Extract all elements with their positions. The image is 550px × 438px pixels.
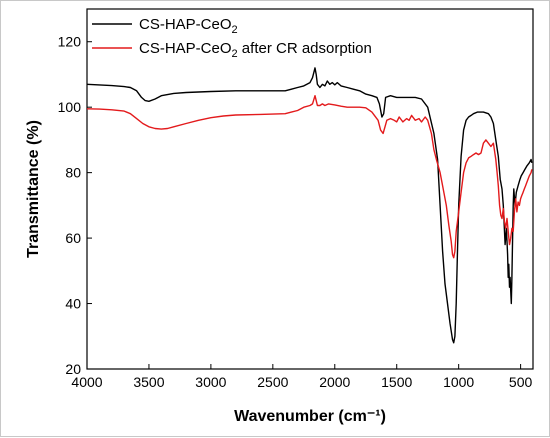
x-axis-title: Wavenumber (cm⁻¹)	[234, 408, 386, 425]
y-tick-label: 40	[65, 296, 81, 312]
y-axis-title: Transmittance (%)	[25, 120, 42, 258]
legend-label-subscript: 2	[232, 24, 238, 36]
legend-label-base: CS-HAP-CeO	[139, 40, 232, 57]
legend-label-subscript: 2	[232, 48, 238, 60]
x-tick-label: 2500	[257, 374, 288, 390]
y-axis-ticks: 20 40 60 80 100 120	[58, 34, 92, 377]
x-tick-label: 4000	[71, 374, 102, 390]
axes-box	[86, 8, 534, 370]
y-tick-label: 60	[65, 230, 81, 246]
plot-area	[86, 8, 534, 370]
legend-label-base: CS-HAP-CeO	[139, 16, 232, 33]
series-layer	[86, 67, 533, 344]
x-tick-label: 2000	[319, 374, 350, 390]
x-tick-label: 1500	[381, 374, 412, 390]
x-tick-label: 1000	[443, 374, 474, 390]
x-tick-label: 3000	[195, 374, 226, 390]
y-tick-label: 20	[65, 361, 81, 377]
x-axis-ticks: 4000 3500 3000 2500 2000 1500 1000 500	[71, 364, 533, 390]
series-line-1	[86, 67, 533, 344]
legend-label-2: CS-HAP-CeO2 after CR adsorption	[139, 40, 372, 60]
legend-label-1: CS-HAP-CeO2	[139, 16, 238, 36]
y-tick-label: 80	[65, 165, 81, 181]
series-line-2	[86, 95, 533, 259]
y-tick-label: 100	[58, 99, 82, 115]
x-tick-label: 3500	[133, 374, 164, 390]
y-tick-label: 120	[58, 34, 82, 50]
x-tick-label: 500	[509, 374, 533, 390]
legend-label-suffix: after CR adsorption	[238, 40, 372, 57]
